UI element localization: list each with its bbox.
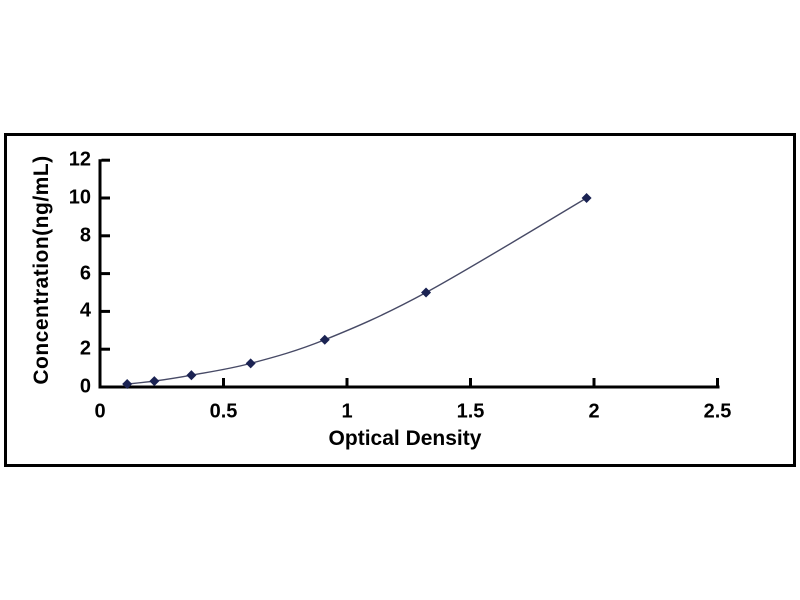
chart-frame [4, 133, 796, 467]
data-point-marker [581, 192, 592, 204]
data-point-marker [245, 358, 256, 369]
data-point-marker [122, 379, 133, 390]
data-point-marker [421, 287, 432, 298]
data-point-marker [149, 376, 160, 387]
data-point-marker [186, 370, 197, 381]
standard-curve-line [127, 197, 587, 385]
data-point-marker [319, 334, 330, 345]
